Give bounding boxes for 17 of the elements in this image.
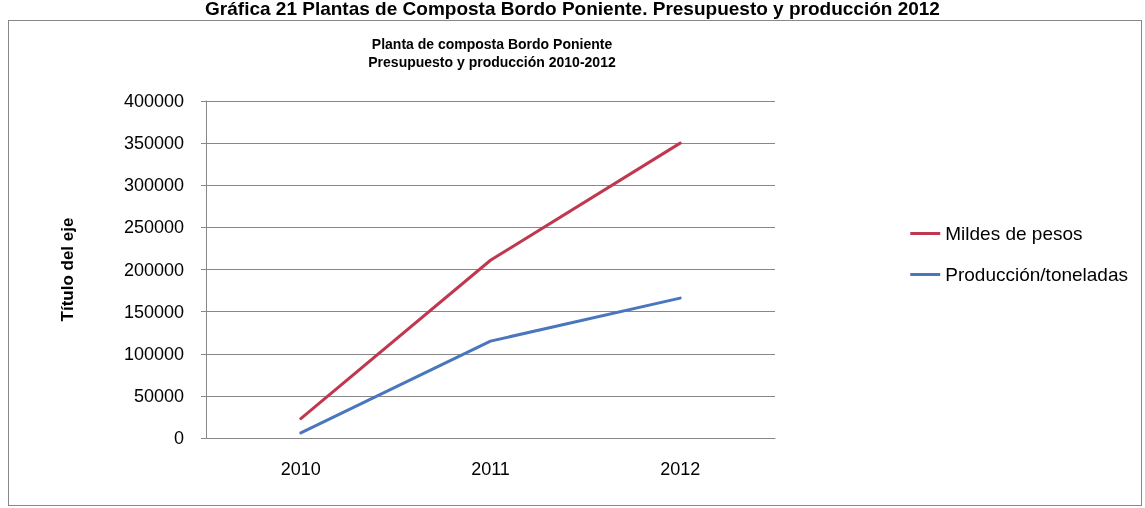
y-tick-label: 50000 <box>133 385 184 406</box>
chart-title: Gráfica 21 Plantas de Composta Bordo Poniente. Presupuesto y producción 2012 <box>205 0 940 19</box>
y-tick-label: 100000 <box>123 343 184 364</box>
x-tick-label: 2011 <box>471 459 510 479</box>
y-tick-label: 150000 <box>123 301 184 322</box>
legend-label: Producción/toneladas <box>945 264 1129 285</box>
y-tick-label: 400000 <box>123 91 184 111</box>
y-tick-label: 300000 <box>123 175 184 196</box>
x-tick-label: 2010 <box>280 459 321 479</box>
legend-label: Mildes de pesos <box>945 223 1083 244</box>
y-tick-label: 350000 <box>123 133 184 154</box>
y-tick-label: 250000 <box>123 217 184 238</box>
x-tick-label: 2012 <box>660 459 701 479</box>
y-axis-title: Título del eje <box>58 217 77 322</box>
y-tick-label: 0 <box>173 428 184 448</box>
chart-subtitle: Planta de composta Bordo Poniente Presupuesto y producción 2010-2012 <box>368 36 616 70</box>
y-tick-label: 200000 <box>123 259 184 280</box>
